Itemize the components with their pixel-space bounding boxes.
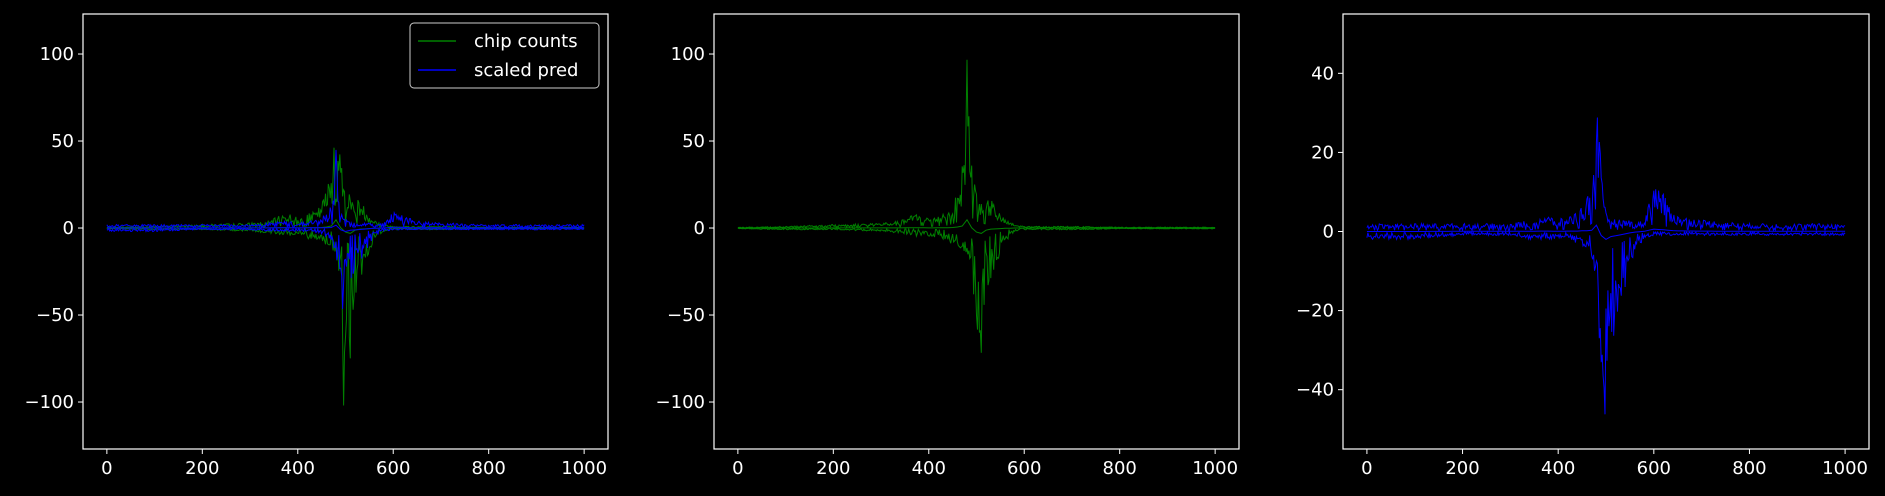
y-tick-label: −100 (25, 392, 74, 413)
series-1-baseline (737, 218, 1216, 234)
y-tick-label: 0 (694, 218, 705, 239)
series-1-baseline (1366, 224, 1846, 241)
legend: chip counts scaled pred (409, 22, 600, 89)
series-1-lower-trace (737, 227, 1216, 353)
x-tick-label: 800 (472, 458, 506, 479)
y-tick-label: 100 (40, 44, 74, 65)
series-1-upper-trace (737, 59, 1216, 229)
x-tick-label: 800 (1732, 458, 1766, 479)
y-tick-label: 50 (682, 131, 705, 152)
x-tick-label: 1000 (561, 458, 607, 479)
series-2-line (106, 149, 585, 309)
chart-panel-2: 0 200 400 600 800 1000 −100 −50 0 50 100 (656, 13, 1240, 479)
x-tick-label: 400 (281, 458, 315, 479)
chart-panel-1: 0 200 400 600 800 1000 −100 −50 0 50 100 chip count… (25, 13, 609, 479)
x-tick-label: 200 (1445, 458, 1479, 479)
y-tick-label: −100 (656, 392, 705, 413)
x-tick-label: 0 (732, 458, 743, 479)
x-tick-label: 600 (1007, 458, 1041, 479)
series-1-line (1366, 117, 1846, 415)
series-2-upper-trace (106, 149, 585, 229)
axes-frame (82, 13, 609, 450)
x-tick-label: 1000 (1192, 458, 1238, 479)
y-tick-label: 0 (1323, 222, 1334, 243)
series-2-lower-trace (106, 226, 585, 309)
y-tick-label: −50 (667, 305, 705, 326)
x-tick-label: 600 (1637, 458, 1671, 479)
legend-label: chip counts (474, 31, 578, 52)
series-1-lower-trace (106, 226, 585, 406)
series-1-line (737, 59, 1216, 353)
series-1-lower-trace (1366, 230, 1846, 415)
axes-frame (713, 13, 1240, 450)
x-tick-label: 0 (101, 458, 112, 479)
chart-panel-3: 0 200 400 600 800 1000 −40 −20 0 20 40 (1296, 13, 1870, 479)
x-tick-label: 0 (1361, 458, 1372, 479)
y-tick-label: −20 (1296, 301, 1334, 322)
legend-label: scaled pred (474, 60, 578, 81)
x-tick-label: 400 (912, 458, 946, 479)
y-tick-label: −50 (36, 305, 74, 326)
y-tick-label: 40 (1311, 63, 1334, 84)
series-1-upper-trace (106, 147, 585, 229)
series-1-upper-trace (1366, 117, 1846, 233)
legend-box (409, 22, 600, 89)
y-tick-label: 100 (671, 44, 705, 65)
y-tick-label: 0 (63, 218, 74, 239)
y-tick-label: −40 (1296, 380, 1334, 401)
x-tick-label: 1000 (1822, 458, 1868, 479)
x-tick-label: 200 (185, 458, 219, 479)
series-2-baseline (106, 224, 585, 233)
x-tick-label: 400 (1541, 458, 1575, 479)
series-1-line (106, 147, 585, 406)
x-tick-label: 200 (816, 458, 850, 479)
x-tick-label: 800 (1103, 458, 1137, 479)
x-tick-label: 600 (376, 458, 410, 479)
y-tick-label: 20 (1311, 142, 1334, 163)
y-tick-label: 50 (51, 131, 74, 152)
